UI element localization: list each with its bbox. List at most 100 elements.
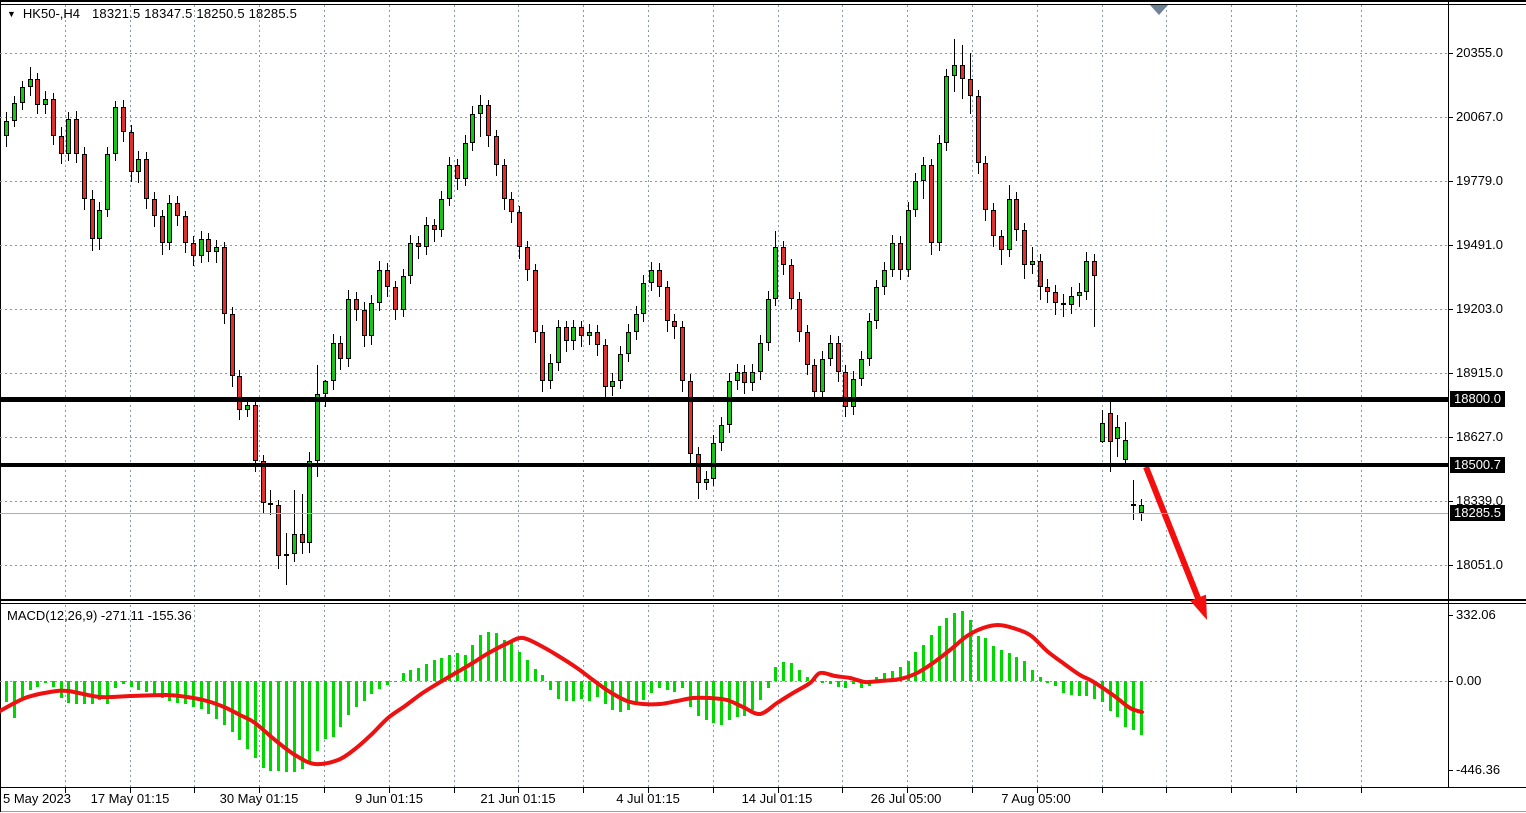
price-level-line[interactable]	[0, 463, 1448, 467]
macd-axis-tick	[1448, 770, 1453, 771]
macd-histogram-bar	[114, 681, 117, 689]
vertical-gridline	[324, 5, 325, 599]
price-tick-label: 20067.0	[1456, 109, 1503, 124]
candle-wick	[285, 533, 287, 586]
macd-histogram-bar	[510, 642, 513, 681]
price-chart-plot[interactable]	[0, 5, 1448, 599]
macd-histogram-bar	[743, 681, 746, 716]
price-tick-label: 18339.0	[1456, 493, 1503, 508]
macd-histogram-bar	[82, 681, 86, 704]
time-axis-tick	[778, 788, 779, 793]
time-axis-tick	[1296, 788, 1297, 793]
candle	[750, 371, 755, 383]
price-axis-tick	[1448, 373, 1453, 374]
candle	[276, 505, 281, 557]
macd-histogram-bar	[1093, 681, 1096, 699]
macd-histogram-bar	[665, 681, 669, 690]
candle	[1053, 291, 1058, 303]
macd-histogram-bar	[642, 681, 645, 700]
time-axis-tick	[1037, 788, 1038, 793]
candle	[757, 343, 763, 372]
price-axis-tick	[1448, 181, 1453, 182]
candle	[221, 247, 227, 315]
candle	[618, 354, 623, 381]
vertical-gridline	[907, 5, 908, 599]
macd-histogram-bar	[1124, 681, 1127, 727]
price-axis-separator	[1448, 0, 1449, 787]
macd-histogram-bar	[230, 681, 234, 732]
top-border	[0, 0, 1526, 2]
horizontal-gridline	[0, 181, 1448, 182]
macd-histogram-bar	[681, 681, 684, 689]
time-tick-label: 17 May 01:15	[90, 791, 170, 806]
candle	[548, 363, 553, 381]
macd-histogram-bar	[479, 635, 482, 681]
chart-shift-marker-icon[interactable]	[1150, 5, 1168, 15]
macd-histogram-bar	[782, 662, 785, 681]
macd-histogram-bar	[448, 655, 451, 681]
candle	[105, 154, 110, 210]
macd-histogram-bar	[564, 681, 568, 701]
candle	[462, 143, 468, 179]
symbol-marker-icon[interactable]: ▼	[7, 8, 16, 19]
macd-histogram-bar	[1007, 653, 1011, 681]
macd-histogram-bar	[385, 681, 389, 685]
macd-histogram-bar	[541, 675, 544, 681]
candle	[703, 478, 709, 483]
horizontal-gridline	[0, 309, 1448, 310]
candle	[43, 98, 48, 106]
macd-histogram-bar	[805, 677, 809, 681]
time-axis-tick	[454, 788, 455, 793]
candle	[1006, 198, 1012, 250]
panel-separator[interactable]	[0, 599, 1526, 601]
macd-histogram-bar	[362, 681, 366, 702]
candle	[353, 298, 359, 310]
candle	[1045, 287, 1050, 292]
macd-histogram-bar	[1116, 681, 1119, 717]
macd-histogram-bar	[696, 681, 700, 716]
candle	[1099, 423, 1105, 442]
candle	[517, 211, 522, 248]
candle	[1068, 296, 1074, 306]
macd-histogram-bar	[945, 618, 948, 681]
candle	[843, 371, 848, 408]
horizontal-gridline	[0, 501, 1448, 502]
candle	[1115, 427, 1120, 439]
macd-histogram-bar	[393, 681, 397, 682]
macd-histogram-bar	[5, 681, 8, 703]
candle	[936, 143, 942, 243]
candle	[144, 158, 149, 199]
candle	[967, 78, 973, 97]
candle-wick	[301, 494, 303, 555]
macd-histogram-bar	[673, 681, 676, 692]
macd-indicator-plot[interactable]	[0, 605, 1448, 787]
candle	[890, 243, 895, 270]
macd-histogram-bar	[634, 681, 638, 705]
candle	[447, 165, 452, 199]
candle	[773, 247, 778, 299]
candle	[322, 380, 328, 395]
macd-tick-label: 0.00	[1456, 673, 1482, 688]
price-badge: 18800.0	[1450, 391, 1505, 407]
vertical-gridline	[518, 5, 519, 599]
macd-histogram-bar	[766, 681, 770, 689]
macd-histogram-bar	[75, 681, 78, 704]
macd-histogram-bar	[937, 626, 941, 681]
macd-histogram-bar	[774, 667, 777, 681]
candle-wick	[418, 236, 419, 259]
time-axis-tick	[259, 788, 260, 793]
macd-histogram-bar	[370, 681, 373, 694]
macd-histogram-bar	[152, 681, 156, 695]
candle	[610, 380, 615, 388]
candle	[587, 331, 592, 337]
macd-histogram-bar	[90, 681, 94, 704]
macd-histogram-bar	[720, 681, 723, 725]
price-level-line[interactable]	[0, 397, 1448, 402]
macd-histogram-bar	[992, 646, 995, 681]
price-tick-label: 19491.0	[1456, 237, 1503, 252]
candle	[113, 107, 118, 155]
macd-histogram-bar	[51, 681, 55, 687]
left-border	[0, 0, 1, 812]
horizontal-gridline	[0, 245, 1448, 246]
macd-histogram-bar	[867, 681, 871, 686]
